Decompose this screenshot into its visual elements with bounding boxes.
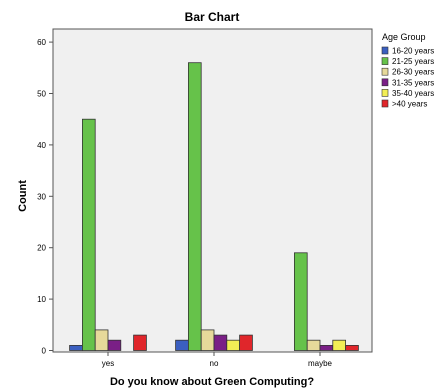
legend-label: 35-40 years (392, 89, 434, 98)
legend-label: 21-25 years (392, 57, 434, 66)
y-tick-label: 50 (37, 90, 46, 99)
bar (133, 334, 147, 351)
legend-label: 26-30 years (392, 68, 434, 77)
bar (69, 344, 83, 351)
legend-title: Age Group (382, 32, 426, 42)
y-tick-label: 20 (37, 244, 46, 253)
y-tick-label: 60 (37, 38, 46, 47)
bar (345, 344, 359, 351)
bar (82, 118, 96, 351)
bars (69, 62, 359, 351)
bar (187, 62, 202, 351)
legend-label: 31-35 years (392, 78, 434, 87)
chart-title: Bar Chart (185, 10, 240, 24)
bar (319, 344, 334, 351)
bar (213, 334, 228, 351)
y-tick-label: 0 (42, 347, 47, 356)
legend-label: >40 years (392, 100, 427, 109)
bar (226, 339, 241, 351)
legend-swatch (381, 78, 389, 87)
x-axis: yes no maybe (102, 352, 333, 368)
legend-swatch (381, 99, 389, 108)
y-tick-label: 10 (37, 295, 46, 304)
x-tick-label: no (210, 359, 219, 368)
bar (200, 329, 215, 351)
bar (239, 334, 253, 351)
y-axis: 0 10 20 30 40 50 60 (37, 38, 53, 356)
legend-swatch (381, 46, 389, 55)
bar (293, 252, 308, 351)
bar (306, 339, 321, 351)
bar (107, 339, 122, 351)
legend-swatch (381, 67, 389, 76)
y-axis-title: Count (17, 180, 29, 212)
plot-area (52, 28, 373, 353)
y-tick-label: 30 (37, 192, 46, 201)
bar (332, 339, 346, 351)
bar (175, 339, 189, 351)
x-axis-title: Do you know about Green Computing? (110, 376, 314, 388)
legend-swatch (381, 57, 389, 65)
x-tick-label: maybe (308, 359, 333, 368)
bar (94, 329, 109, 351)
legend-label: 16-20 years (392, 47, 434, 56)
legend-swatch (381, 89, 389, 97)
y-tick-label: 40 (37, 141, 46, 150)
x-tick-label: yes (102, 359, 114, 368)
